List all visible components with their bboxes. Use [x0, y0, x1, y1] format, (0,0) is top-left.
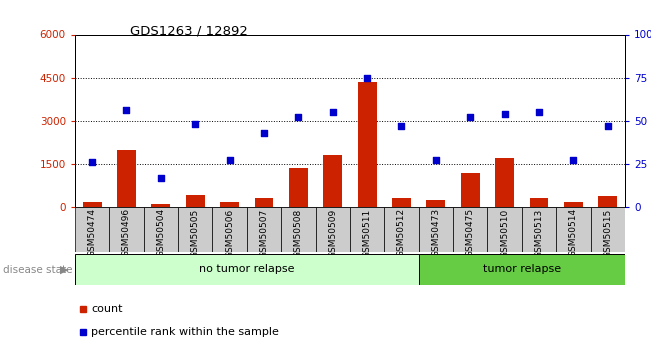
Bar	[255, 198, 273, 207]
Bar	[281, 207, 316, 252]
Bar	[75, 254, 419, 285]
Text: ▶: ▶	[60, 265, 68, 275]
Bar	[419, 254, 625, 285]
Bar	[83, 202, 102, 207]
Text: GSM50507: GSM50507	[260, 208, 268, 258]
Bar	[109, 207, 144, 252]
Point	[499, 111, 510, 117]
Text: GSM50496: GSM50496	[122, 208, 131, 257]
Bar	[488, 207, 522, 252]
Text: percentile rank within the sample: percentile rank within the sample	[91, 327, 279, 337]
Bar	[247, 207, 281, 252]
Bar	[117, 149, 136, 207]
Point	[293, 115, 303, 120]
Bar	[529, 198, 548, 207]
Point	[225, 158, 235, 163]
Point	[568, 158, 579, 163]
Point	[362, 75, 372, 80]
Text: count: count	[91, 304, 123, 314]
Point	[465, 115, 475, 120]
Text: GSM50511: GSM50511	[363, 208, 372, 258]
Point	[87, 159, 97, 165]
Bar	[495, 158, 514, 207]
Text: GSM50474: GSM50474	[87, 208, 96, 257]
Text: GSM50509: GSM50509	[328, 208, 337, 258]
Point	[121, 108, 132, 113]
Bar	[590, 207, 625, 252]
Text: GSM50514: GSM50514	[569, 208, 578, 257]
Bar	[152, 204, 171, 207]
Point	[327, 109, 338, 115]
Point	[396, 123, 407, 129]
Text: GSM50504: GSM50504	[156, 208, 165, 257]
Text: GSM50513: GSM50513	[534, 208, 544, 258]
Point	[534, 109, 544, 115]
Bar	[350, 207, 384, 252]
Bar	[178, 207, 212, 252]
Text: GSM50510: GSM50510	[500, 208, 509, 258]
Bar	[220, 202, 239, 207]
Bar	[461, 172, 480, 207]
Text: GSM50515: GSM50515	[603, 208, 613, 258]
Bar	[564, 201, 583, 207]
Bar	[324, 155, 342, 207]
Bar	[186, 195, 204, 207]
Bar	[289, 168, 308, 207]
Bar	[75, 207, 109, 252]
Text: GSM50512: GSM50512	[397, 208, 406, 257]
Bar	[212, 207, 247, 252]
Bar	[384, 207, 419, 252]
Bar	[453, 207, 488, 252]
Bar	[316, 207, 350, 252]
Text: GSM50473: GSM50473	[432, 208, 440, 257]
Text: no tumor relapse: no tumor relapse	[199, 264, 294, 274]
Bar	[426, 200, 445, 207]
Text: GSM50505: GSM50505	[191, 208, 200, 258]
Bar	[357, 82, 376, 207]
Bar	[556, 207, 590, 252]
Text: disease state: disease state	[3, 265, 73, 275]
Text: tumor relapse: tumor relapse	[483, 264, 561, 274]
Text: GSM50506: GSM50506	[225, 208, 234, 258]
Point	[431, 158, 441, 163]
Bar	[144, 207, 178, 252]
Text: GSM50508: GSM50508	[294, 208, 303, 258]
Bar	[419, 207, 453, 252]
Bar	[598, 196, 617, 207]
Bar	[522, 207, 556, 252]
Bar	[392, 197, 411, 207]
Text: GDS1263 / 12892: GDS1263 / 12892	[130, 24, 248, 37]
Point	[258, 130, 269, 136]
Point	[190, 121, 201, 127]
Text: GSM50475: GSM50475	[465, 208, 475, 257]
Point	[603, 123, 613, 129]
Point	[156, 175, 166, 180]
